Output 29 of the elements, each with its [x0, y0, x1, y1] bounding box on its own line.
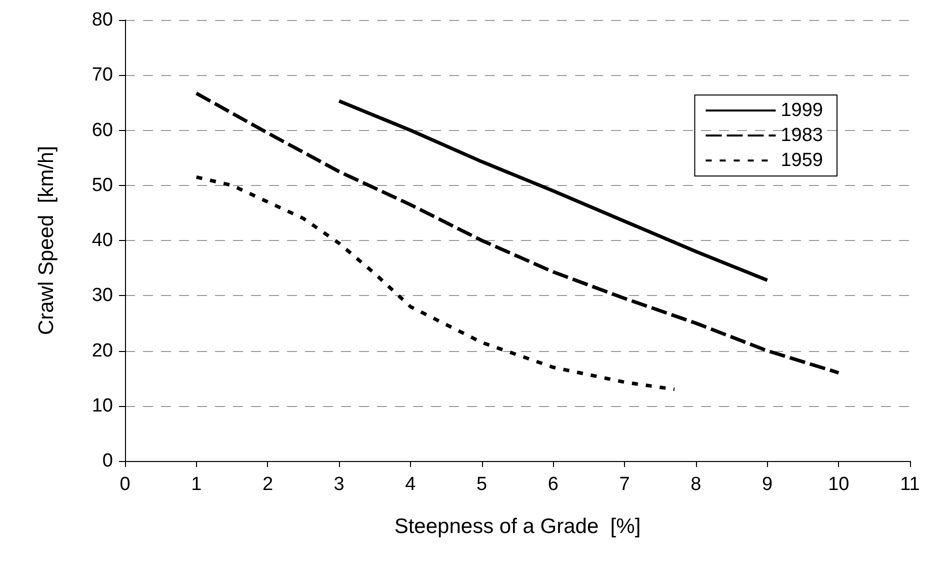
line-series: [194, 92, 840, 375]
line-series: [337, 99, 770, 282]
x-tick-label: 5: [476, 474, 488, 495]
legend-label: 1999: [780, 100, 824, 121]
y-tick-label: 30: [92, 285, 113, 306]
x-tick-label: 9: [762, 474, 773, 495]
x-tick-label: 1: [191, 474, 202, 495]
line-series: [194, 175, 676, 392]
y-tick-label: 60: [92, 120, 113, 141]
y-axis-title: Crawl Speed [km/h]: [35, 146, 58, 336]
x-tick-label: 10: [828, 474, 850, 495]
y-tick-label: 40: [92, 230, 113, 251]
y-tick-label: 50: [92, 174, 113, 196]
x-axis-title: Steepness of a Grade [%]: [394, 515, 641, 538]
x-tick-label: 0: [120, 474, 130, 495]
x-tick-label: 3: [334, 474, 344, 495]
y-tick-label: 20: [92, 340, 113, 362]
y-tick-label: 70: [92, 64, 113, 86]
y-tick-label: 10: [92, 395, 113, 416]
legend-label: 1983: [780, 125, 824, 146]
y-tick-label: 0: [102, 450, 113, 472]
x-tick-label: 2: [262, 474, 274, 495]
x-tick-label: 8: [690, 474, 702, 495]
x-tick-label: 7: [619, 474, 630, 495]
x-tick-label: 11: [900, 474, 920, 495]
y-tick-label: 80: [92, 10, 113, 30]
x-tick-label: 6: [548, 474, 558, 495]
x-tick-label: 4: [405, 474, 416, 495]
legend-label: 1959: [780, 150, 824, 171]
